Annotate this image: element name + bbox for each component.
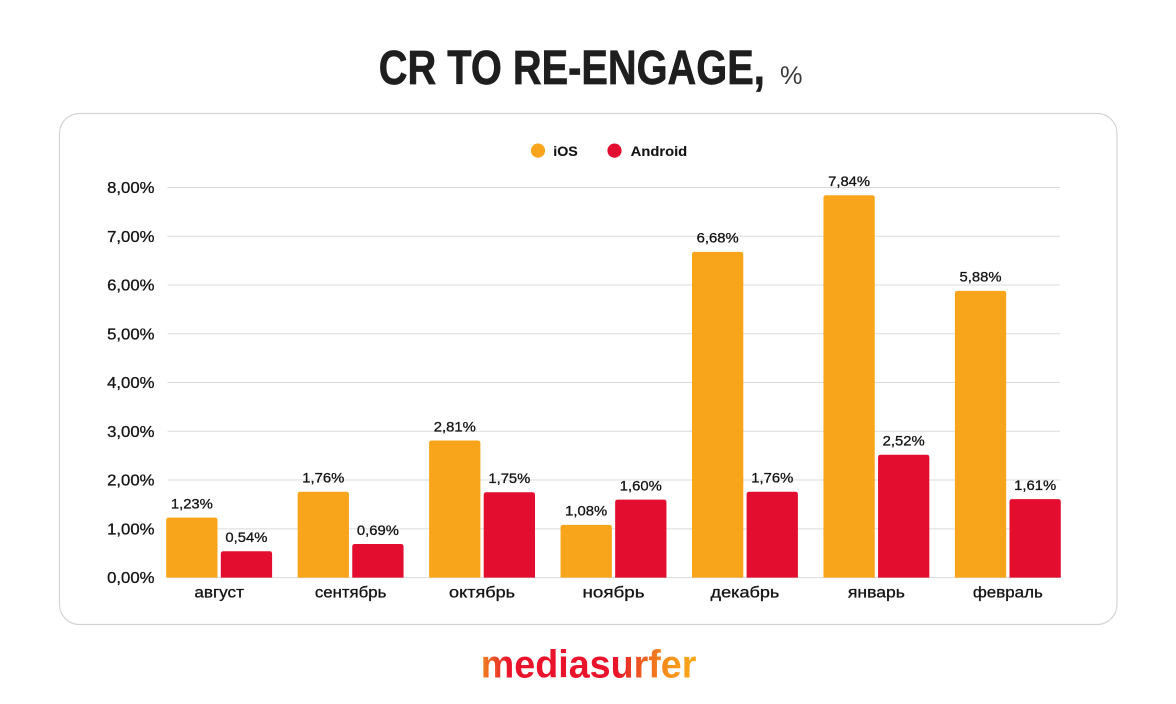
svg-text:8,00%: 8,00% <box>107 180 154 197</box>
svg-text:сентябрь: сентябрь <box>315 584 387 601</box>
svg-text:январь: январь <box>848 584 905 601</box>
svg-text:4,00%: 4,00% <box>107 375 154 392</box>
svg-text:2,52%: 2,52% <box>883 433 925 449</box>
svg-text:декабрь: декабрь <box>711 584 780 601</box>
svg-text:5,88%: 5,88% <box>960 269 1002 285</box>
svg-text:1,76%: 1,76% <box>302 470 344 486</box>
svg-text:февраль: февраль <box>973 584 1043 601</box>
svg-text:2,81%: 2,81% <box>434 418 476 434</box>
svg-text:7,00%: 7,00% <box>107 229 154 246</box>
svg-text:ноябрь: ноябрь <box>583 584 645 601</box>
svg-text:август: август <box>194 584 244 601</box>
svg-text:6,00%: 6,00% <box>107 278 154 295</box>
svg-text:октябрь: октябрь <box>449 584 515 601</box>
svg-text:2,00%: 2,00% <box>107 473 154 490</box>
svg-text:CR TO RE-ENGAGE,: CR TO RE-ENGAGE, <box>379 42 765 95</box>
svg-text:1,60%: 1,60% <box>620 477 662 493</box>
svg-text:Android: Android <box>631 143 688 159</box>
svg-text:7,84%: 7,84% <box>828 173 870 189</box>
svg-text:mediasurfer: mediasurfer <box>481 643 697 686</box>
svg-text:6,68%: 6,68% <box>697 230 739 246</box>
svg-text:0,69%: 0,69% <box>357 522 399 538</box>
svg-text:%: % <box>780 62 803 90</box>
svg-text:1,75%: 1,75% <box>488 470 530 486</box>
svg-text:3,00%: 3,00% <box>107 424 154 441</box>
svg-text:5,00%: 5,00% <box>107 326 154 343</box>
svg-text:iOS: iOS <box>553 143 578 159</box>
svg-text:1,23%: 1,23% <box>171 495 213 511</box>
svg-text:1,00%: 1,00% <box>107 521 154 538</box>
svg-text:1,08%: 1,08% <box>565 503 607 519</box>
svg-text:1,61%: 1,61% <box>1014 477 1056 493</box>
svg-text:1,76%: 1,76% <box>751 470 793 486</box>
svg-text:0,54%: 0,54% <box>225 529 267 545</box>
svg-text:0,00%: 0,00% <box>107 570 154 587</box>
